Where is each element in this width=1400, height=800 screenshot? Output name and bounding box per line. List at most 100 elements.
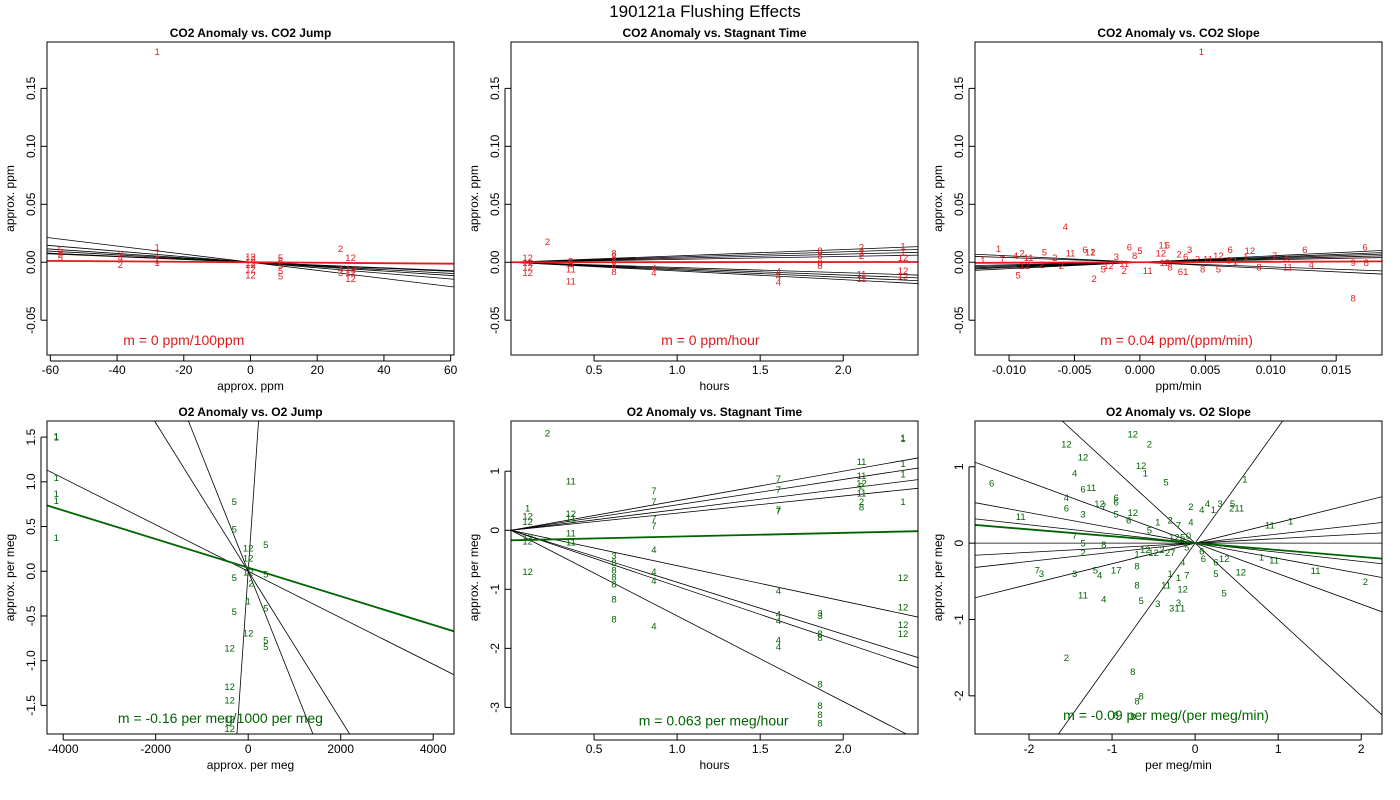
data-point-label: 1 <box>900 497 905 508</box>
chart-panel-3: CO2 Anomaly vs. CO2 Slope -0.010 -0.005 0.0… <box>931 26 1383 393</box>
data-point-label: 12 <box>1169 533 1180 544</box>
data-point-label: 1 <box>1259 552 1264 563</box>
data-point-label: 1 <box>1090 247 1095 258</box>
data-point-label: 12 <box>1245 246 1256 257</box>
x-tick-label: -40 <box>108 363 126 377</box>
x-tick-label: 1.0 <box>669 742 686 756</box>
data-point-label: 11 <box>857 457 867 468</box>
data-point-label: 0 <box>1186 531 1191 542</box>
data-point-label: 8 <box>1284 254 1289 265</box>
fit-line <box>511 487 918 531</box>
data-point-label: 5 <box>1042 247 1047 258</box>
y-tick-label: 0.00 <box>488 250 502 274</box>
data-point-label: 12 <box>522 567 533 578</box>
plot-frame <box>46 41 455 356</box>
data-point-label: 1 <box>54 432 59 443</box>
data-point-label: 11 <box>857 274 867 285</box>
data-point-label: 5 <box>1184 542 1189 553</box>
mean-fit-line <box>47 504 454 633</box>
data-point-label: 4 <box>1064 493 1069 504</box>
data-point-label: 11 <box>857 489 867 500</box>
fit-line <box>975 256 1382 272</box>
data-point-label: 2 <box>1091 274 1096 285</box>
data-point-label: 1 <box>54 489 59 500</box>
data-point-label: 12 <box>245 258 256 269</box>
fit-line <box>975 532 1382 556</box>
plot-area: 2112121212121112111111388888877774444777… <box>511 428 918 734</box>
data-point-label: 5 <box>58 245 63 256</box>
y-tick-label: 1.5 <box>24 428 38 445</box>
slope-annotation: m = 0.04 ppm/(ppm/min) <box>1100 332 1253 348</box>
plot-frame <box>46 420 455 735</box>
data-point-label: 9 <box>1351 258 1356 269</box>
fit-line <box>154 421 350 734</box>
data-point-label: 1 <box>1243 252 1248 263</box>
data-point-label: 11 <box>1024 253 1034 264</box>
y-tick-label: -1.0 <box>24 650 38 671</box>
data-point-label: 5 <box>1101 265 1106 276</box>
y-tick-label: -2 <box>952 690 966 701</box>
data-point-label: 1 <box>900 470 905 481</box>
data-point-label: 2 <box>545 428 550 439</box>
data-point-label: 3 <box>1187 245 1192 256</box>
data-point-label: 3 <box>118 250 123 261</box>
data-point-label: 1 <box>1199 47 1204 58</box>
x-tick-label: 0 <box>245 742 252 756</box>
data-point-label: 12 <box>243 568 254 579</box>
data-point-label: 2 <box>1159 545 1164 556</box>
data-point-label: 2 <box>1363 577 1368 588</box>
data-point-label: 12 <box>898 629 909 640</box>
fit-line <box>47 469 454 676</box>
data-point-label: 8 <box>1364 258 1369 269</box>
data-point-label: 2 <box>859 481 864 492</box>
x-tick-label: 2.0 <box>835 363 852 377</box>
data-point-label: 4 <box>776 636 781 647</box>
data-point-label: 11 <box>566 529 576 540</box>
data-point-label: 12 <box>522 512 533 523</box>
data-point-label: 11 <box>857 269 867 280</box>
data-point-label: 12 <box>245 271 256 282</box>
fit-line <box>975 461 1382 613</box>
data-point-label: 4 <box>651 268 656 279</box>
data-point-label: 1 <box>996 244 1001 255</box>
data-point-label: 5 <box>232 573 237 584</box>
data-point-label: 12 <box>224 682 235 693</box>
data-point-label: 5 <box>232 607 237 618</box>
x-tick-label: -4000 <box>48 742 79 756</box>
data-point-label: 7 <box>651 497 656 508</box>
fit-line <box>511 529 918 669</box>
data-point-label: 12 <box>1019 261 1030 272</box>
data-point-label: 7 <box>1272 251 1277 262</box>
data-point-label: 12 <box>566 509 577 520</box>
plot-frame <box>974 420 1383 735</box>
mean-fit-line <box>975 524 1382 560</box>
panel-title: CO2 Anomaly vs. Stagnant Time <box>622 26 806 40</box>
x-tick-label: 20 <box>311 363 325 377</box>
data-point-label: 4 <box>118 253 123 264</box>
fit-line <box>511 254 918 263</box>
data-point-label: 8 <box>817 679 822 690</box>
data-point-label: 3 <box>1072 569 1077 580</box>
data-point-label: 12 <box>243 553 254 564</box>
data-point-label: 1 <box>1211 505 1216 516</box>
y-tick-label: 0.05 <box>24 192 38 216</box>
y-tick-label: 0.10 <box>24 134 38 158</box>
data-point-label: 8 <box>611 594 616 605</box>
data-point-label: 8 <box>1130 712 1135 723</box>
data-point-label: 11 <box>1078 591 1088 602</box>
data-point-label: 3 <box>611 551 616 562</box>
data-point-label: 12 <box>245 254 256 265</box>
data-point-label: 4 <box>651 567 656 578</box>
data-point-label: 5 <box>1230 499 1235 510</box>
x-tick-label: -2 <box>1024 742 1035 756</box>
data-point-label: 12 <box>898 573 909 584</box>
data-point-label: 5 <box>278 253 283 264</box>
x-tick-label: 0.5 <box>586 363 603 377</box>
x-tick-label: -1 <box>1107 742 1118 756</box>
y-tick-label: -0.05 <box>488 306 502 334</box>
slope-annotation: m = -0.16 per meg/1000 per meg <box>118 710 323 726</box>
plot-area: 1555534211111212121212125555524312121212 <box>47 47 454 288</box>
data-point-label: 5 <box>232 497 237 508</box>
data-point-label: 5 <box>1138 596 1143 607</box>
